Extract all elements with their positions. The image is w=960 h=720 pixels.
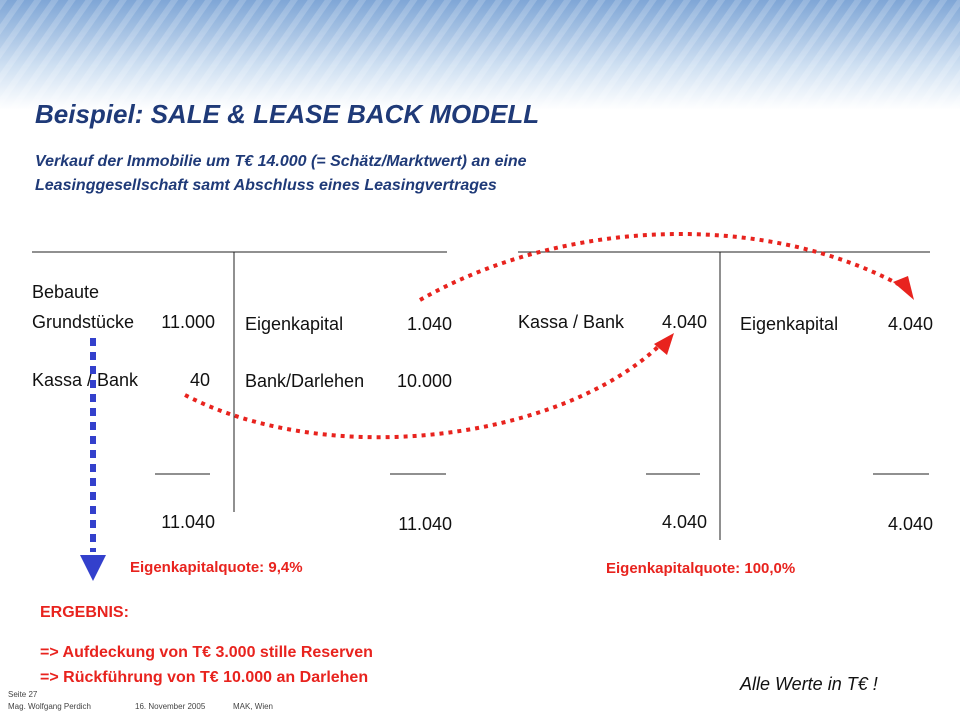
header-pattern [0, 0, 960, 110]
transfer-arrowhead [654, 333, 674, 355]
footer-date: 16. November 2005 [135, 702, 206, 711]
account-value: 10.000 [397, 371, 452, 391]
title: Beispiel: SALE & LEASE BACK MODELL [35, 99, 539, 129]
account-value: 4.040 [662, 312, 707, 332]
account-total: 4.040 [662, 512, 707, 532]
subtitle: Leasinggesellschaft samt Abschluss eines… [35, 177, 497, 194]
footer-author: Mag. Wolfgang Perdich [8, 702, 91, 711]
account-label: Eigenkapital [740, 314, 838, 334]
note: Alle Werte in T€ ! [739, 674, 878, 694]
subtitle: Verkauf der Immobilie um T€ 14.000 (= Sc… [35, 153, 527, 170]
account-label: Kassa / Bank [32, 370, 139, 390]
account-label: Kassa / Bank [518, 312, 625, 332]
equity-ratio: Eigenkapitalquote: 100,0% [606, 560, 795, 577]
transfer-arrowhead [893, 276, 914, 300]
account-label: Grundstücke [32, 312, 134, 332]
equity-ratio: Eigenkapitalquote: 9,4% [130, 559, 303, 576]
footer-page: Seite 27 [8, 690, 38, 699]
account-total: 4.040 [888, 514, 933, 534]
account-value: 40 [190, 370, 210, 390]
transfer-arrow [184, 343, 662, 440]
account-value: 11.000 [161, 312, 215, 332]
account-total: 11.040 [161, 512, 215, 532]
result-line: => Rückführung von T€ 10.000 an Darlehen [40, 669, 368, 686]
transfer-arrow [419, 232, 901, 302]
result-title: ERGEBNIS: [40, 604, 129, 621]
account-label: Bank/Darlehen [245, 371, 364, 391]
account-label: Bebaute [32, 282, 99, 302]
account-label: Eigenkapital [245, 314, 343, 334]
account-total: 11.040 [398, 514, 452, 534]
account-value: 1.040 [407, 314, 452, 334]
account-value: 4.040 [888, 314, 933, 334]
footer-place: MAK, Wien [233, 702, 273, 711]
result-arrowhead [80, 555, 106, 581]
result-line: => Aufdeckung von T€ 3.000 stille Reserv… [40, 644, 373, 661]
